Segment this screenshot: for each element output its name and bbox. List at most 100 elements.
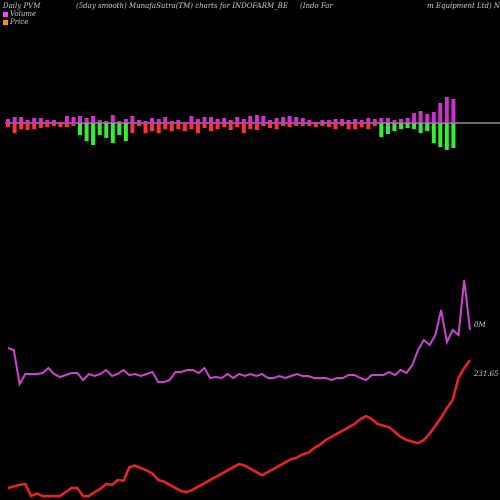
pvm-bar-down — [313, 123, 318, 127]
pvm-bar-up — [32, 118, 37, 123]
pvm-bar-up — [117, 121, 122, 123]
pvm-bar-down — [418, 123, 423, 133]
pvm-bar-up — [38, 118, 43, 123]
pvm-bar-down — [405, 123, 410, 128]
pvm-bar-up — [6, 119, 10, 123]
pvm-bar-down — [235, 123, 240, 127]
pvm-bar-up — [405, 118, 410, 123]
pvm-bar-down — [300, 123, 305, 126]
pvm-bar-up — [274, 118, 279, 123]
pvm-bar-up — [254, 115, 259, 123]
pvm-bar-down — [392, 123, 397, 131]
pvm-bar-up — [300, 118, 305, 123]
pvm-bar-up — [78, 116, 82, 123]
pvm-bar-down — [385, 123, 390, 134]
pvm-bar-up — [451, 99, 456, 123]
pvm-bar-up — [150, 118, 155, 123]
pvm-bar-up — [235, 117, 240, 123]
pvm-bar-up — [104, 121, 109, 123]
pvm-bar-down — [248, 123, 253, 129]
pvm-bar-up — [222, 118, 227, 123]
pvm-bar-down — [169, 123, 174, 131]
pvm-bar-up — [137, 120, 141, 123]
pvm-bar-up — [110, 115, 115, 123]
pvm-bar-down — [176, 123, 181, 129]
pvm-bar-down — [438, 123, 443, 147]
pvm-bar-up — [209, 117, 213, 123]
chart-title-main: (5day smooth) MunafaSutra(TM) charts for… — [76, 2, 288, 10]
pvm-bar-down — [215, 123, 220, 129]
legend-price-swatch — [3, 19, 8, 25]
pvm-bar-down — [444, 123, 449, 150]
pvm-bar-down — [412, 123, 417, 129]
price-line — [7, 359, 472, 498]
pvm-bar-up — [202, 117, 207, 123]
pvm-bar-down — [326, 123, 331, 127]
pvm-bar-up — [399, 119, 403, 123]
pvm-bar-up — [248, 116, 253, 123]
pvm-bar-up — [51, 120, 56, 123]
legend-price: Price — [3, 18, 28, 26]
pvm-bar-down — [346, 123, 351, 129]
pvm-bar-up — [366, 118, 371, 123]
pvm-bar-down — [71, 123, 76, 126]
legend-price-label: Price — [10, 18, 29, 26]
pvm-bar-down — [222, 123, 227, 127]
pvm-bar-down — [399, 123, 403, 129]
pvm-bar-down — [359, 123, 364, 127]
price-end-label: 231.65 — [473, 370, 499, 378]
pvm-bar-down — [431, 123, 436, 143]
legend-volume-swatch — [3, 11, 8, 17]
pvm-bar-down — [287, 123, 292, 127]
pvm-bar-up — [281, 117, 286, 123]
pvm-bar-up — [307, 120, 312, 123]
pvm-bar-down — [58, 123, 63, 127]
pvm-bar-up — [385, 118, 390, 123]
pvm-bar-up — [438, 103, 443, 123]
pvm-bar-up — [425, 114, 430, 123]
pvm-bar-down — [451, 123, 456, 148]
pvm-bar-up — [333, 119, 338, 123]
pvm-bar-up — [156, 119, 161, 123]
pvm-bar-up — [97, 120, 102, 123]
pvm-bar-down — [254, 123, 259, 130]
pvm-bar-up — [340, 119, 345, 123]
pvm-bar-down — [320, 123, 325, 126]
pvm-bar-up — [45, 120, 50, 123]
pvm-bar-up — [12, 117, 17, 123]
pvm-bar-down — [294, 123, 299, 126]
pvm-bar-down — [379, 123, 384, 137]
pvm-bar-down — [209, 123, 213, 131]
pvm-bar-down — [274, 123, 279, 129]
pvm-bar-down — [425, 123, 430, 131]
pvm-bar-down — [150, 123, 155, 131]
pvm-bar-down — [340, 123, 345, 126]
legend-volume-label: Volume — [10, 10, 37, 18]
pvm-bar-down — [32, 123, 37, 129]
pvm-bar-up — [176, 120, 181, 123]
pvm-bar-down — [333, 123, 338, 129]
pvm-bar-down — [366, 123, 371, 129]
pvm-bar-up — [71, 117, 76, 123]
pvm-bar-up — [353, 119, 358, 123]
pvm-bar-up — [379, 118, 384, 123]
pvm-bar-down — [97, 123, 102, 135]
pvm-bar-up — [412, 113, 417, 123]
pvm-bar-down — [91, 123, 96, 145]
pvm-bar-down — [110, 123, 115, 143]
pvm-bar-down — [78, 123, 82, 135]
pvm-bar-down — [12, 123, 17, 133]
pvm-bar-down — [241, 123, 246, 133]
pvm-bar-down — [137, 123, 141, 126]
pvm-bar-down — [84, 123, 89, 141]
pvm-bar-up — [195, 119, 200, 123]
pvm-bar-up — [241, 119, 246, 123]
pvm-bar-down — [45, 123, 50, 127]
pvm-bar-up — [320, 120, 325, 123]
pvm-bar-down — [268, 123, 272, 128]
pvm-bar-down — [25, 123, 30, 130]
pvm-bar-up — [25, 120, 30, 123]
pvm-bar-up — [372, 119, 377, 123]
pvm-bar-down — [38, 123, 43, 128]
